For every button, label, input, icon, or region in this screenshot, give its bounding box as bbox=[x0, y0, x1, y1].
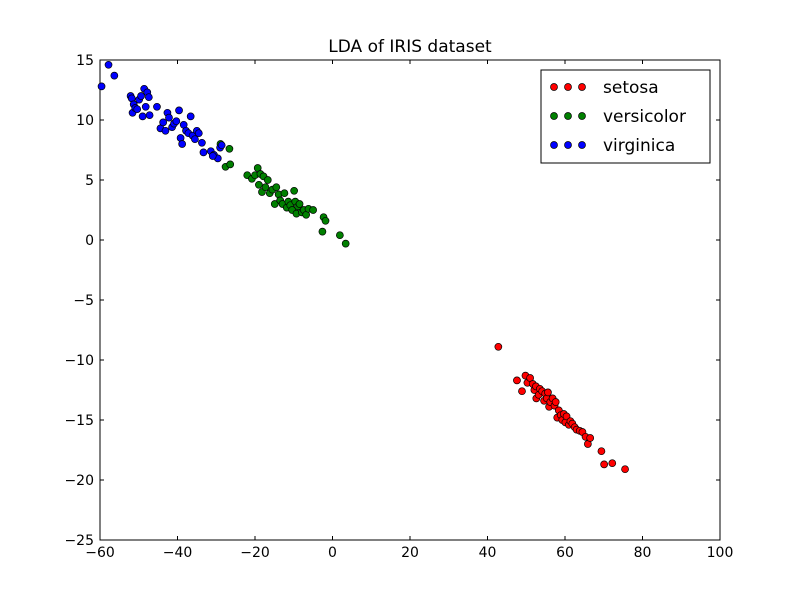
setosa-point bbox=[621, 465, 629, 474]
setosa-point bbox=[597, 447, 606, 456]
virginica-point bbox=[165, 113, 173, 122]
versicolor-point bbox=[341, 239, 350, 248]
virginica-point bbox=[137, 92, 145, 100]
legend-label-setosa: setosa bbox=[603, 78, 659, 98]
y-tick-label: 15 bbox=[76, 53, 94, 69]
legend-marker-virginica bbox=[550, 141, 558, 149]
y-tick-label: 0 bbox=[85, 233, 94, 249]
versicolor-point bbox=[261, 183, 270, 192]
versicolor-point bbox=[280, 189, 289, 198]
legend-label-versicolor: versicolor bbox=[603, 107, 686, 127]
legend: setosa versicolor virginica bbox=[540, 69, 711, 164]
y-tick-label: 5 bbox=[85, 173, 94, 189]
virginica-point bbox=[198, 138, 206, 147]
x-tick-label: −20 bbox=[240, 545, 270, 561]
versicolor-point bbox=[255, 180, 263, 189]
x-tick-label: 100 bbox=[707, 545, 734, 561]
legend-marker-virginica bbox=[564, 141, 572, 149]
setosa-point bbox=[586, 434, 595, 442]
legend-label-virginica: virginica bbox=[603, 136, 675, 156]
x-tick-label: 20 bbox=[401, 545, 419, 561]
setosa-point bbox=[600, 460, 608, 469]
versicolor-point bbox=[321, 216, 330, 225]
virginica-point bbox=[217, 141, 226, 150]
versicolor-point bbox=[226, 160, 235, 169]
y-tick-label: −15 bbox=[64, 413, 94, 429]
setosa-point bbox=[608, 459, 617, 468]
virginica-point bbox=[175, 106, 183, 115]
x-tick-label: 0 bbox=[328, 545, 337, 561]
y-tick-label: −25 bbox=[64, 533, 94, 549]
series-virginica bbox=[97, 60, 226, 163]
legend-marker-setosa bbox=[578, 83, 586, 91]
versicolor-point bbox=[263, 176, 272, 184]
virginica-point bbox=[104, 60, 113, 69]
setosa-point bbox=[513, 376, 521, 385]
legend-marker-versicolor bbox=[564, 112, 572, 120]
virginica-point bbox=[133, 105, 142, 114]
chart-title: LDA of IRIS dataset bbox=[328, 37, 492, 57]
versicolor-point bbox=[225, 144, 234, 153]
versicolor-point bbox=[318, 227, 327, 236]
x-tick-label: 60 bbox=[556, 545, 574, 561]
virginica-point bbox=[144, 93, 153, 102]
virginica-point bbox=[145, 111, 154, 120]
versicolor-point bbox=[270, 200, 279, 208]
versicolor-point bbox=[272, 183, 281, 192]
legend-marker-versicolor bbox=[550, 112, 558, 120]
virginica-point bbox=[172, 117, 181, 126]
virginica-point bbox=[199, 148, 208, 157]
axis-ticks: −60 −40 −20 0 20 40 60 80 100 15 10 5 0 −5 −10 −15 −20 −2… bbox=[64, 53, 733, 561]
x-tick-label: −40 bbox=[163, 545, 193, 561]
versicolor-point bbox=[295, 200, 304, 208]
series-versicolor bbox=[216, 140, 350, 248]
versicolor-point bbox=[309, 206, 317, 214]
virginica-point bbox=[159, 118, 168, 127]
virginica-point bbox=[178, 140, 186, 148]
x-tick-label: 80 bbox=[634, 545, 652, 561]
virginica-point bbox=[161, 126, 170, 135]
series-setosa bbox=[494, 342, 629, 474]
virginica-point bbox=[208, 152, 217, 160]
scatter-points bbox=[97, 60, 629, 474]
legend-marker-setosa bbox=[564, 83, 572, 91]
setosa-point bbox=[551, 398, 560, 406]
virginica-point bbox=[141, 102, 150, 111]
y-tick-label: −10 bbox=[64, 353, 94, 369]
legend-marker-versicolor bbox=[578, 112, 586, 120]
y-tick-label: −20 bbox=[64, 473, 94, 489]
versicolor-point bbox=[336, 231, 344, 240]
x-tick-label: 40 bbox=[479, 545, 497, 561]
virginica-point bbox=[153, 102, 161, 111]
legend-marker-setosa bbox=[550, 83, 558, 91]
virginica-point bbox=[194, 129, 203, 138]
x-tick-label: −60 bbox=[85, 545, 115, 561]
virginica-point bbox=[186, 112, 195, 121]
virginica-point bbox=[138, 112, 147, 121]
legend-marker-virginica bbox=[578, 141, 586, 149]
virginica-point bbox=[110, 71, 119, 80]
y-tick-label: −5 bbox=[73, 293, 94, 309]
virginica-point bbox=[97, 82, 106, 91]
versicolor-point bbox=[290, 186, 298, 195]
y-tick-label: 10 bbox=[76, 113, 94, 129]
virginica-point bbox=[191, 135, 199, 144]
setosa-point bbox=[518, 387, 526, 396]
setosa-point bbox=[544, 388, 552, 397]
setosa-point bbox=[494, 342, 503, 351]
